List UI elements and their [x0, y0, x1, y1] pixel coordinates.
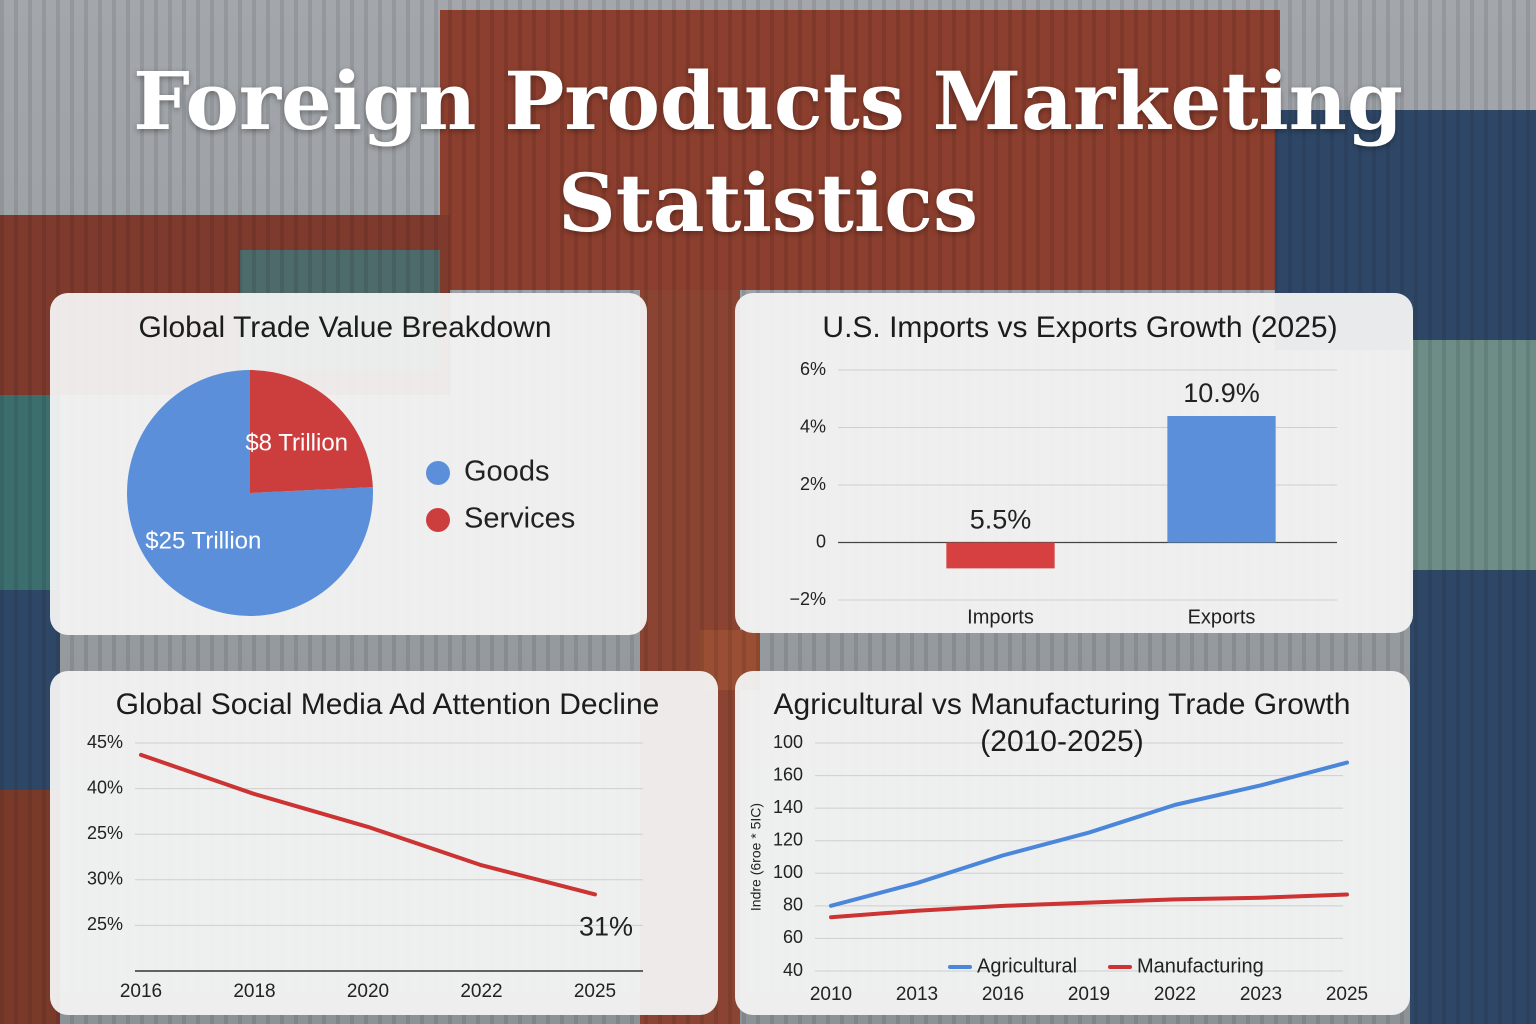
x-tick-label: Imports	[967, 606, 1034, 628]
legend-label: Agricultural	[977, 955, 1077, 977]
x-tick-label: 2020	[347, 981, 389, 1002]
chart-title: U.S. Imports vs Exports Growth (2025)	[822, 311, 1338, 344]
x-tick-label: 2025	[574, 981, 616, 1002]
chart-title: Global Trade Value Breakdown	[138, 311, 552, 344]
legend-label: Services	[464, 503, 575, 535]
annotation: 10.9%	[1183, 378, 1260, 408]
data-line	[829, 892, 1349, 920]
x-tick-label: 2016	[982, 984, 1024, 1005]
annotation: 31%	[579, 912, 633, 942]
data-label: $8 Trillion	[245, 429, 348, 456]
y-tick-label: 100	[773, 732, 803, 752]
y-tick-label: 4%	[800, 416, 826, 436]
y-tick-label: 80	[783, 895, 803, 915]
cards	[50, 293, 1413, 1015]
y-tick-label: 0	[816, 531, 826, 551]
y-tick-label: 40%	[87, 777, 123, 797]
y-tick-label: 30%	[87, 869, 123, 889]
bar	[946, 542, 1055, 569]
data-label: $25 Trillion	[145, 527, 261, 554]
chart-title: Agricultural vs Manufacturing Trade Grow…	[773, 688, 1351, 758]
chart-title: Global Social Media Ad Attention Decline	[115, 688, 660, 721]
y-tick-label: 120	[773, 829, 803, 849]
x-tick-label: 2019	[1068, 984, 1110, 1005]
page-title: Foreign Products Marketing Statistics	[133, 54, 1403, 250]
y-tick-label: −2%	[789, 589, 826, 609]
y-tick-label: 25%	[87, 914, 123, 934]
y-tick-label: 60	[783, 927, 803, 947]
y-tick-label: 2%	[800, 474, 826, 494]
data-line	[829, 760, 1349, 908]
x-tick-label: 2022	[1154, 984, 1196, 1005]
x-tick-label: 2022	[460, 981, 502, 1002]
annotation: 5.5%	[970, 505, 1032, 535]
pie-slice	[126, 370, 373, 616]
y-tick-label: 100	[773, 862, 803, 882]
x-tick-label: 2010	[810, 984, 852, 1005]
x-tick-label: 2013	[896, 984, 938, 1005]
legend-swatch	[426, 508, 450, 532]
y-tick-label: 140	[773, 797, 803, 817]
x-tick-label: Exports	[1188, 606, 1256, 628]
x-tick-label: 2016	[120, 981, 162, 1002]
y-tick-label: 45%	[87, 732, 123, 752]
y-tick-label: 40	[783, 960, 803, 980]
y-axis-label: Indre (6roe * 5IC)	[748, 803, 764, 911]
legend-swatch	[426, 461, 450, 485]
legend-label: Manufacturing	[1137, 955, 1264, 977]
legend-label: Goods	[464, 456, 549, 488]
y-tick-label: 160	[773, 764, 803, 784]
y-tick-label: 25%	[87, 823, 123, 843]
pie-slice	[250, 370, 373, 493]
y-tick-label: 6%	[800, 359, 826, 379]
bar	[1167, 416, 1276, 543]
x-tick-label: 2018	[233, 981, 275, 1002]
x-tick-label: 2023	[1240, 984, 1282, 1005]
x-tick-label: 2025	[1326, 984, 1368, 1005]
data-line	[139, 752, 597, 897]
